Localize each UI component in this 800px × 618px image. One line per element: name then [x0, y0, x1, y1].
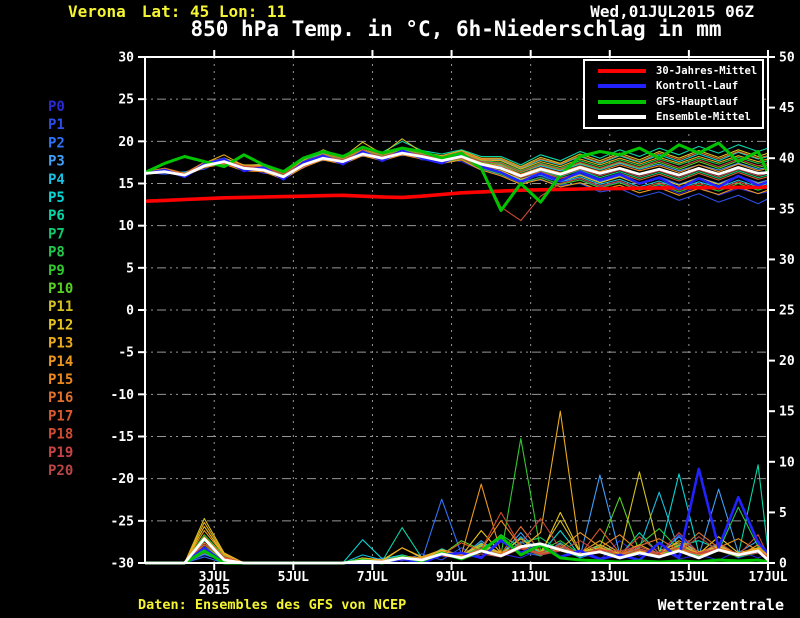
right-axis-tick-label: 30	[779, 253, 795, 268]
member-label-P17: P17	[48, 408, 73, 424]
climate-line-swatch	[598, 68, 646, 73]
member-temp-line-P14	[144, 154, 769, 196]
climate-mean-temp-line	[144, 185, 769, 203]
legend-label: Ensemble-Mittel	[656, 111, 751, 123]
brand: Wetterzentrale	[657, 596, 784, 614]
data-source: Daten: Ensembles des GFS von NCEP	[138, 597, 407, 613]
legend: 30-Jahres-Mittel Kontroll-Lauf GFS-Haupt…	[583, 59, 764, 129]
right-axis-tick-label: 0	[779, 557, 787, 572]
legend-item-main-run: GFS-Hauptlauf	[585, 95, 762, 109]
right-axis-tick-label: 5	[779, 506, 787, 521]
member-label-P12: P12	[48, 317, 73, 333]
legend-label: GFS-Hauptlauf	[656, 95, 739, 108]
left-axis-tick-label: -30	[111, 557, 135, 572]
main-run-line-swatch	[598, 99, 646, 104]
x-axis-tick-label: 5JUL	[278, 570, 309, 585]
member-label-P16: P16	[48, 390, 73, 406]
station-name: Verona	[68, 2, 126, 21]
x-axis-tick-label: 15JUL	[669, 570, 708, 585]
chart-title: 850 hPa Temp. in °C, 6h-Niederschlag in …	[190, 17, 722, 41]
left-axis-tick-label: 15	[118, 177, 134, 192]
member-label-P20: P20	[48, 463, 73, 479]
left-axis-tick-label: 10	[118, 219, 134, 234]
x-axis-tick-label: 3JUL	[199, 570, 230, 585]
station-info: Verona Lat: 45 Lon: 11	[68, 2, 286, 21]
x-axis-tick-label: 11JUL	[511, 570, 550, 585]
x-axis-year-label: 2015	[199, 583, 230, 598]
x-axis-tick-label: 17JUL	[748, 570, 787, 585]
member-label-P6: P6	[48, 208, 65, 224]
left-axis-tick-label: -25	[111, 514, 134, 529]
right-axis-tick-label: 40	[779, 152, 795, 167]
control-line-swatch	[598, 84, 646, 89]
x-axis-tick-label: 13JUL	[590, 570, 629, 585]
member-label-P5: P5	[48, 190, 65, 206]
left-axis-tick-label: 25	[118, 93, 134, 108]
right-axis-tick-label: 50	[779, 51, 795, 66]
member-label-P15: P15	[48, 372, 73, 388]
member-label-P18: P18	[48, 427, 73, 443]
x-axis-tick-label: 9JUL	[436, 570, 467, 585]
member-label-P0: P0	[48, 99, 65, 115]
member-label-P7: P7	[48, 226, 65, 242]
right-axis-tick-label: 20	[779, 354, 795, 369]
legend-item-ensemble-mean: Ensemble-Mittel	[585, 110, 762, 124]
legend-item-climate: 30-Jahres-Mittel	[585, 64, 762, 78]
member-label-P8: P8	[48, 245, 65, 261]
member-label-P11: P11	[48, 299, 73, 315]
legend-label: Kontroll-Lauf	[656, 80, 739, 92]
left-axis-tick-label: 30	[118, 51, 134, 66]
member-temp-line-P16	[144, 147, 769, 174]
member-label-P9: P9	[48, 263, 65, 279]
member-label-P19: P19	[48, 445, 73, 461]
run-datetime: Wed,01JUL2015 06Z	[590, 2, 754, 21]
left-axis-tick-label: 5	[126, 261, 134, 276]
right-axis-tick-label: 25	[779, 304, 795, 319]
left-axis-tick-label: -10	[111, 388, 135, 403]
member-label-P3: P3	[48, 154, 65, 170]
ensemble-mean-temp-line	[144, 151, 769, 179]
left-axis-tick-label: -20	[111, 472, 135, 487]
x-axis-tick-label: 7JUL	[357, 570, 388, 585]
legend-item-control: Kontroll-Lauf	[585, 79, 762, 93]
member-temp-line-P11	[144, 138, 769, 174]
member-label-P4: P4	[48, 172, 65, 188]
member-label-P2: P2	[48, 135, 65, 151]
right-axis-tick-label: 35	[779, 202, 795, 217]
member-label-P13: P13	[48, 336, 73, 352]
left-axis-tick-label: 0	[126, 304, 134, 319]
main-run-temp-line	[144, 141, 770, 212]
left-axis-tick-label: -15	[111, 430, 134, 445]
left-axis-tick-label: 20	[118, 135, 134, 150]
right-axis-tick-label: 45	[779, 101, 795, 116]
member-label-P14: P14	[48, 354, 73, 370]
right-axis-tick-label: 10	[779, 455, 795, 470]
ensemble-mean-line-swatch	[598, 115, 646, 120]
legend-label: 30-Jahres-Mittel	[656, 64, 758, 77]
station-coordinates: Lat: 45 Lon: 11	[141, 2, 287, 21]
left-axis-tick-label: -5	[118, 346, 134, 361]
right-axis-tick-label: 15	[779, 405, 795, 420]
member-label-P1: P1	[48, 117, 65, 133]
member-label-P10: P10	[48, 281, 73, 297]
